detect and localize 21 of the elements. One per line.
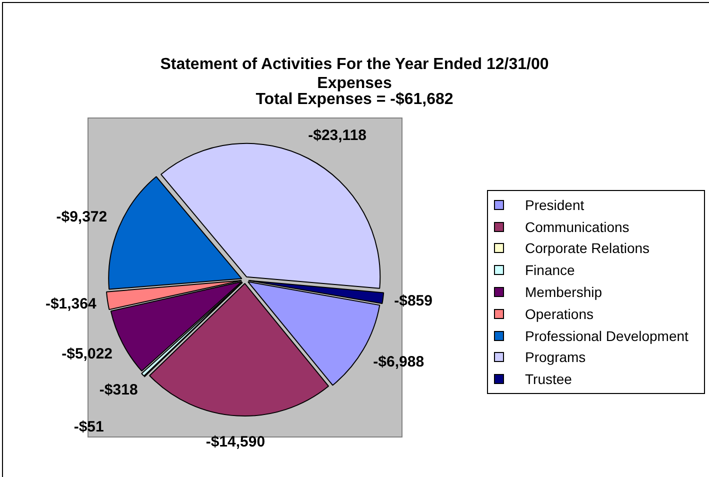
legend-label: Corporate Relations	[525, 240, 650, 256]
legend-label: Membership	[525, 284, 602, 300]
text: -$14,590	[206, 433, 266, 450]
legend-label: Professional Development	[525, 328, 688, 344]
text: -$6,988	[373, 353, 424, 370]
text: -$51	[74, 418, 104, 436]
text: -$1,364	[45, 295, 96, 312]
legend-label: Programs	[525, 349, 586, 366]
legend-label: President	[525, 196, 584, 213]
text: -$5,022	[62, 345, 112, 362]
text: -$859	[394, 292, 432, 310]
text: -$23,118	[308, 127, 367, 144]
legend-label: Finance	[525, 262, 575, 278]
legend-label: Operations	[525, 306, 594, 322]
text: -$9,372	[56, 208, 108, 226]
legend-label: Communications	[525, 218, 630, 235]
chart-subtitle: Expenses	[316, 75, 393, 92]
chart-title: Statement of Activities For the Year Ended 12/31/00	[159, 56, 550, 74]
text: Total Expenses = -$61,682	[254, 91, 454, 109]
legend-label: Trustee	[525, 371, 572, 388]
text: -$318	[99, 382, 138, 399]
